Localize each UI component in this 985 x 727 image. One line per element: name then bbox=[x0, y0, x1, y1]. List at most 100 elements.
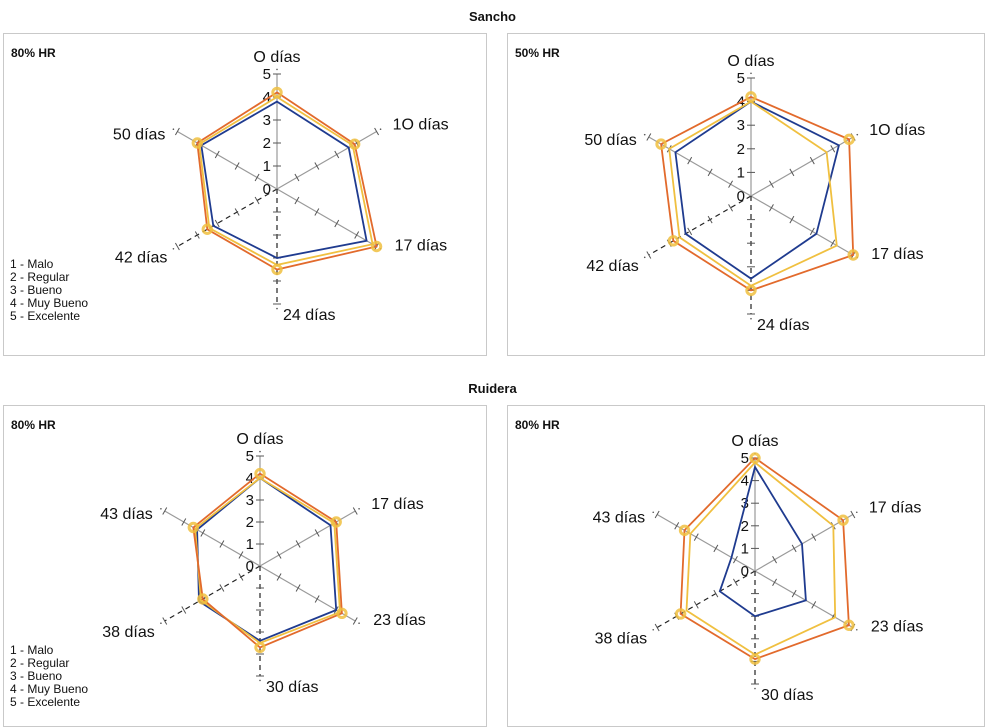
axis-tick bbox=[254, 173, 260, 182]
axis-tick bbox=[728, 204, 733, 212]
axis-label: 17 días bbox=[371, 496, 423, 513]
axis-label: 23 días bbox=[373, 612, 425, 629]
data-point-marker bbox=[187, 521, 200, 534]
panel-label: 80% HR bbox=[515, 418, 560, 432]
axis-spoke bbox=[750, 136, 854, 197]
axis-tick bbox=[295, 540, 301, 548]
axis-label: 38 días bbox=[595, 631, 647, 648]
axis-spoke bbox=[656, 513, 756, 572]
axis-end-mark bbox=[754, 687, 756, 690]
axis-tick bbox=[334, 150, 340, 159]
data-point-marker bbox=[370, 240, 383, 253]
data-point-marker bbox=[667, 235, 680, 247]
axis-tick bbox=[809, 156, 815, 165]
axis-label: 50 días bbox=[113, 127, 165, 144]
axis-end-mark bbox=[160, 508, 162, 510]
axis-tick bbox=[214, 150, 220, 159]
axis-end-mark bbox=[652, 628, 655, 631]
axis-tick bbox=[174, 242, 180, 251]
scale-tick-label: 2 bbox=[246, 514, 254, 531]
data-point-marker bbox=[336, 607, 348, 620]
axis-spoke bbox=[750, 195, 854, 256]
axis-tick bbox=[728, 180, 733, 188]
axis-end-mark bbox=[652, 511, 655, 514]
axis-tick bbox=[162, 507, 168, 515]
data-point-marker bbox=[843, 133, 855, 146]
axis-label: 30 días bbox=[761, 687, 813, 704]
axis-tick bbox=[713, 544, 719, 553]
legend-item: 3 - Bueno bbox=[10, 283, 63, 297]
legend-item: 4 - Muy Bueno bbox=[10, 682, 89, 696]
axis-tick bbox=[254, 196, 260, 205]
data-point-marker bbox=[348, 138, 361, 150]
axis-tick bbox=[809, 227, 815, 236]
axis-tick bbox=[219, 584, 225, 592]
axis-label: 42 días bbox=[115, 250, 167, 267]
axis-end-mark bbox=[160, 622, 162, 624]
axis-end-mark bbox=[172, 128, 175, 130]
axis-tick bbox=[234, 162, 240, 170]
axis-tick bbox=[811, 601, 817, 609]
group-title-sancho: Sancho bbox=[469, 9, 516, 24]
scale-tick-label: 4 bbox=[263, 89, 271, 106]
axis-tick bbox=[789, 215, 795, 224]
axis-label: O días bbox=[253, 49, 300, 66]
axis-tick bbox=[314, 162, 320, 170]
axis-tick bbox=[772, 555, 778, 564]
legend-item: 2 - Regular bbox=[10, 656, 70, 670]
legend-item: 4 - Muy Bueno bbox=[10, 296, 89, 310]
group-title-ruidera: Ruidera bbox=[468, 381, 517, 396]
scale-tick-label: 1 bbox=[737, 164, 745, 181]
axis-end-mark bbox=[259, 679, 261, 682]
axis-label: 1O días bbox=[869, 122, 925, 139]
scale-tick-label: 2 bbox=[737, 141, 745, 158]
data-point-marker bbox=[674, 608, 687, 620]
data-point-marker bbox=[745, 284, 757, 297]
axis-end-mark bbox=[358, 622, 360, 624]
data-point-marker bbox=[749, 452, 761, 464]
legend-item: 5 - Excelente bbox=[10, 309, 81, 323]
axis-spoke bbox=[276, 130, 377, 190]
axis-label: 17 días bbox=[395, 238, 447, 255]
data-point-marker bbox=[837, 514, 849, 526]
axis-tick bbox=[374, 127, 380, 136]
axis-tick bbox=[769, 180, 774, 188]
scale-tick-label: 5 bbox=[263, 66, 271, 83]
axis-tick bbox=[789, 168, 795, 177]
axis-end-mark bbox=[276, 307, 278, 310]
axis-tick bbox=[181, 606, 187, 614]
axis-tick bbox=[732, 578, 738, 587]
axis-tick bbox=[769, 204, 774, 212]
axis-tick bbox=[707, 215, 713, 224]
data-point-marker bbox=[655, 138, 667, 150]
axis-label: 38 días bbox=[102, 624, 154, 641]
axis-tick bbox=[194, 231, 200, 239]
axis-tick bbox=[276, 573, 282, 581]
scale-tick-label: 1 bbox=[741, 540, 749, 557]
axis-end-mark bbox=[259, 450, 261, 453]
scale-tick-label: 1 bbox=[246, 536, 254, 553]
axis-tick bbox=[234, 208, 240, 216]
axis-tick bbox=[334, 219, 340, 228]
axis-tick bbox=[646, 251, 652, 259]
axis-label: 43 días bbox=[100, 506, 152, 523]
data-point-marker bbox=[678, 524, 691, 537]
axis-tick bbox=[732, 555, 738, 564]
scale-tick-label: 3 bbox=[246, 492, 254, 509]
data-point-marker bbox=[254, 641, 266, 654]
axis-tick bbox=[181, 518, 187, 526]
rating-legend: 1 - Malo 2 - Regular 3 - Bueno 4 - Muy B… bbox=[10, 644, 88, 709]
axis-tick bbox=[314, 529, 320, 537]
scale-tick-label: 4 bbox=[246, 470, 254, 487]
axis-end-mark bbox=[750, 72, 752, 75]
scale-tick-label: 0 bbox=[263, 181, 271, 198]
data-point-marker bbox=[330, 516, 342, 528]
axis-spoke bbox=[754, 513, 854, 572]
axis-spoke bbox=[648, 195, 752, 256]
legend-item: 1 - Malo bbox=[10, 643, 54, 657]
data-point-marker bbox=[847, 249, 859, 261]
legend-item: 1 - Malo bbox=[10, 257, 54, 271]
